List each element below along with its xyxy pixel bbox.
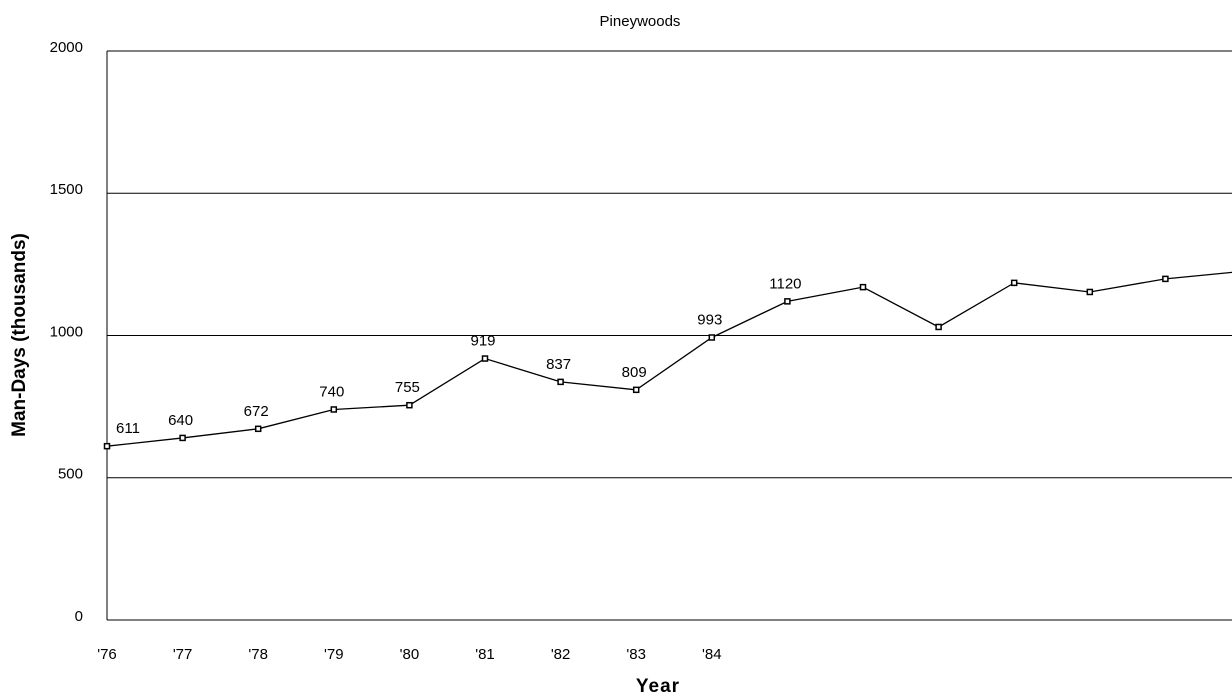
data-label: 993 <box>697 311 722 328</box>
data-label: 755 <box>395 379 420 396</box>
data-point <box>632 386 640 394</box>
data-label: 640 <box>168 412 193 429</box>
data-label: 809 <box>622 364 647 381</box>
data-point <box>103 442 111 450</box>
data-point <box>1010 279 1018 287</box>
y-tick-label: 1500 <box>50 181 83 198</box>
y-axis-label: Man-Days (thousands) <box>9 233 30 437</box>
data-label: 1120 <box>769 275 801 292</box>
x-tick-label: '82 <box>551 646 571 663</box>
y-tick-label: 2000 <box>50 39 83 56</box>
x-tick-label: '77 <box>173 646 193 663</box>
x-tick-label: '78 <box>248 646 268 663</box>
x-tick-label: '84 <box>702 646 722 663</box>
x-tick-label: '76 <box>97 646 117 663</box>
data-point <box>859 283 867 291</box>
data-label: 672 <box>244 403 269 420</box>
data-line <box>106 271 1232 447</box>
y-tick-label: 0 <box>75 608 83 625</box>
x-axis-label: Year <box>636 676 680 697</box>
data-point <box>1162 275 1169 283</box>
data-label: 837 <box>546 356 571 373</box>
data-label: 611 <box>116 420 140 437</box>
data-point <box>481 355 489 362</box>
x-tick-label: '80 <box>400 646 420 663</box>
data-point <box>330 406 338 413</box>
data-point <box>557 378 564 386</box>
y-tick-label: 500 <box>58 466 83 483</box>
data-point <box>1086 288 1094 296</box>
data-point <box>254 425 262 433</box>
data-point <box>179 434 186 442</box>
x-tick-label: '81 <box>475 646 495 663</box>
x-tick-label: '83 <box>626 646 646 663</box>
data-label: 919 <box>470 333 495 350</box>
data-point <box>406 401 413 409</box>
chart-title: Pineywoods <box>600 13 681 30</box>
x-tick-label: '79 <box>324 646 344 663</box>
data-point <box>708 334 716 341</box>
data-label: 740 <box>319 383 344 400</box>
y-tick-label: 1000 <box>50 323 83 340</box>
data-point <box>784 298 791 305</box>
data-point <box>935 323 942 331</box>
